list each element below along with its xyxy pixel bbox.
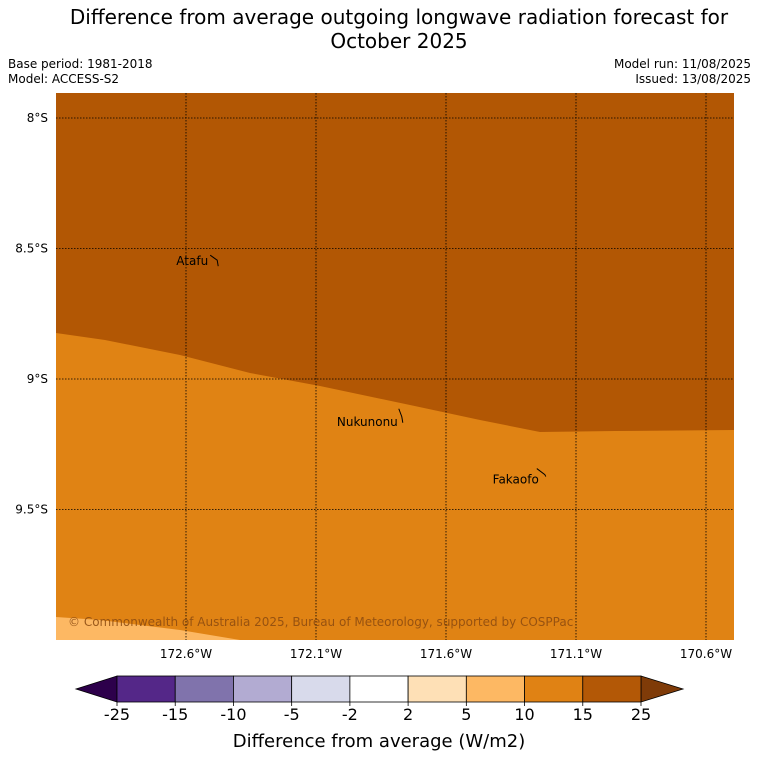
colorbar-cell [174,675,234,703]
lon-label: 171.1°W [550,647,602,661]
colorbar-tick-label: 25 [631,705,651,724]
title-line-2: October 2025 [330,29,468,53]
colorbar-tick-label: 10 [514,705,534,724]
colorbar-tick-label: -25 [104,705,130,724]
colorbar-tick-label: 5 [461,705,471,724]
longitude-labels: 172.6°W 172.1°W 171.6°W 171.1°W 170.6°W [160,647,732,661]
colorbar-tick-label: 15 [573,705,593,724]
coastline-atafu [209,254,219,267]
base-period: Base period: 1981-2018 [8,57,153,71]
lat-label: 8°S [27,111,48,125]
colorbar-cell [349,675,409,703]
graticule [56,93,734,640]
colorbar-title: Difference from average (W/m2) [233,731,525,752]
colorbar-under-arrow [74,675,118,703]
place-markers: Atafu Nukunonu Fakaofo [176,254,547,487]
place-label-atafu: Atafu [176,254,208,268]
lon-label: 171.6°W [420,647,472,661]
model-run: Model run: 11/08/2025 [613,57,751,71]
colorbar-over-arrow [640,675,685,703]
copyright-text: © Commonwealth of Australia 2025, Bureau… [68,615,573,629]
lon-label: 170.6°W [680,647,732,661]
colorbar-cell [465,675,525,703]
coastline-nukunonu [398,408,404,423]
colorbar-cell [582,675,642,703]
latitude-labels: 8°S 8.5°S 9°S 9.5°S [15,111,48,517]
colorbar-cell [407,675,467,703]
colorbar-cell [291,675,351,703]
lat-label: 9°S [27,372,48,386]
lat-label: 8.5°S [15,242,48,256]
model-name: Model: ACCESS-S2 [8,72,120,86]
issued-date: Issued: 13/08/2025 [635,72,751,86]
lon-label: 172.6°W [160,647,212,661]
coastline-fakaofo [536,468,547,477]
colorbar-cell [233,675,293,703]
colorbar-cells [116,675,642,703]
colorbar-tick-label: -15 [162,705,188,724]
meta-left: Base period: 1981-2018 Model: ACCESS-S2 [8,57,153,87]
map-panel: Atafu Nukunonu Fakaofo © Commonwealth of A… [56,93,734,640]
region-upper [56,93,734,432]
colorbar-tick-label: -2 [342,705,358,724]
colorbar-cell [524,675,584,703]
colorbar-ticks: -25 -15 -10 -5 -2 2 5 10 15 25 [104,702,651,724]
colorbar-tick-label: -5 [284,705,300,724]
colorbar-tick-label: 2 [403,705,413,724]
meta-right: Model run: 11/08/2025 Issued: 13/08/2025 [614,57,751,87]
colorbar-cell [116,675,176,703]
place-label-fakaofo: Fakaofo [493,473,539,487]
colorbar-tick-label: -10 [220,705,246,724]
place-label-nukunonu: Nukunonu [337,415,398,429]
lon-label: 172.1°W [290,647,342,661]
lat-label: 9.5°S [15,503,48,517]
colorbar: -25 -15 -10 -5 -2 2 5 10 15 25 Difference from av… [74,675,685,752]
title-line-1: Difference from average outgoing longwav… [69,5,729,29]
chart-title: Difference from average outgoing longwav… [0,5,758,53]
